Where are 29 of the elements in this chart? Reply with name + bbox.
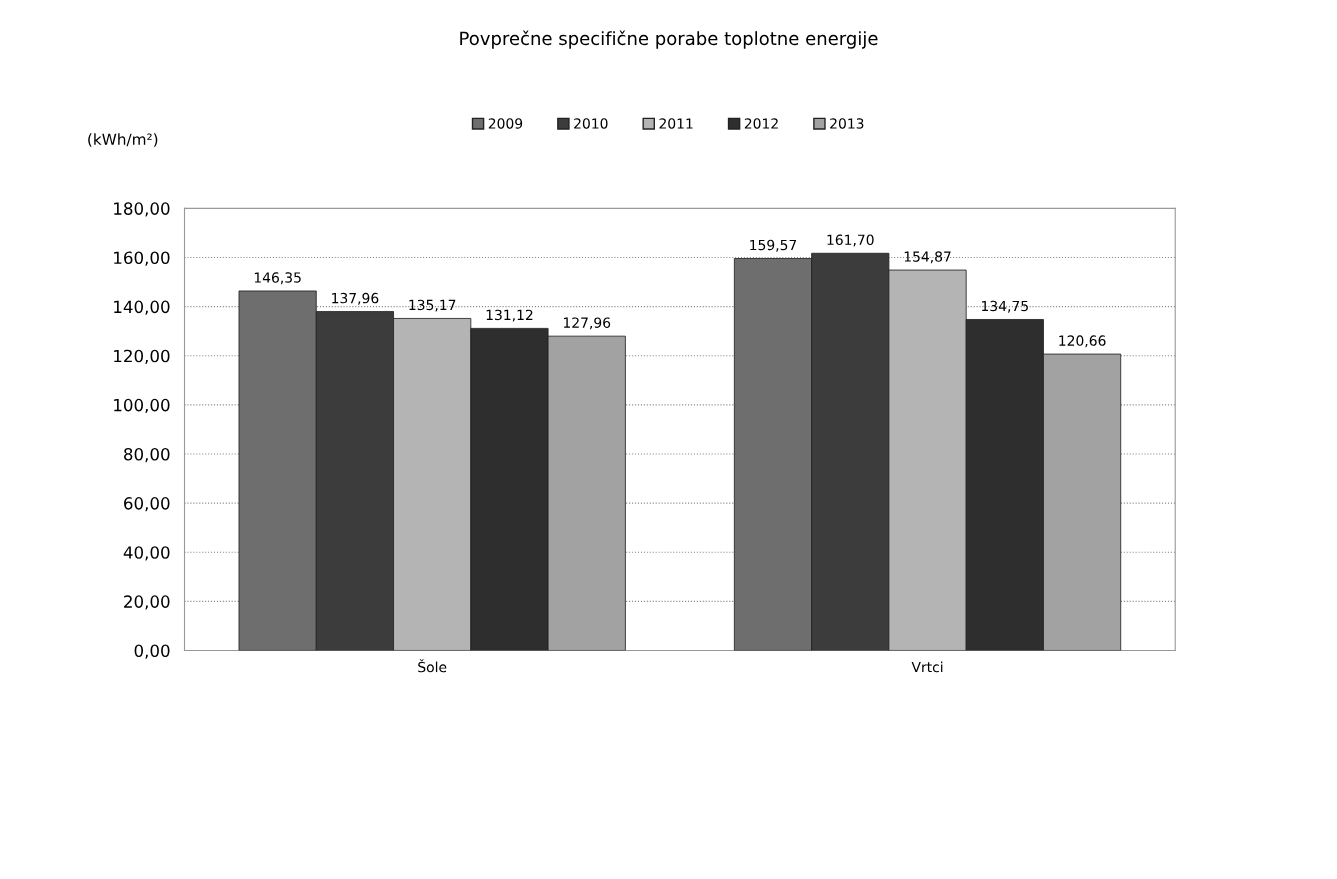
y-tick-label: 140,00 [114, 300, 170, 315]
y-tick-label: 160,00 [114, 251, 170, 266]
x-tick-label: Šole [418, 659, 447, 673]
x-tick-label: Vrtci [911, 661, 943, 673]
data-label: 120,66 [1059, 335, 1106, 348]
data-label: 154,87 [904, 251, 951, 264]
y-tick-label: 60,00 [124, 497, 170, 512]
y-tick-label: 100,00 [114, 398, 170, 414]
legend-label: 2013 [830, 118, 864, 129]
y-tick-label: 40,00 [123, 546, 170, 561]
data-label: 127,96 [563, 317, 611, 330]
legend-label: 2011 [659, 118, 693, 129]
y-tick-label: 120,00 [114, 349, 170, 364]
y-tick-label: 20,00 [124, 595, 170, 610]
data-label: 137,96 [332, 292, 379, 305]
data-label: 146,35 [254, 272, 301, 285]
y-tick-label: 0,00 [134, 644, 170, 659]
y-tick-label: 80,00 [124, 447, 170, 463]
legend-label: 2012 [744, 118, 778, 129]
data-label: 161,70 [827, 234, 874, 247]
data-label: 135,17 [409, 299, 456, 312]
y-tick-label: 180,00 [114, 202, 170, 217]
legend-label: 2009 [488, 118, 523, 129]
data-label: 131,12 [486, 309, 533, 322]
y-axis-title: (kWh/m²) [88, 133, 158, 147]
legend-label: 2010 [574, 118, 608, 129]
data-label: 134,75 [982, 300, 1028, 313]
data-label: 159,57 [750, 239, 797, 252]
chart-title: Povprečne specifične porabe toplotne energije [460, 30, 878, 49]
